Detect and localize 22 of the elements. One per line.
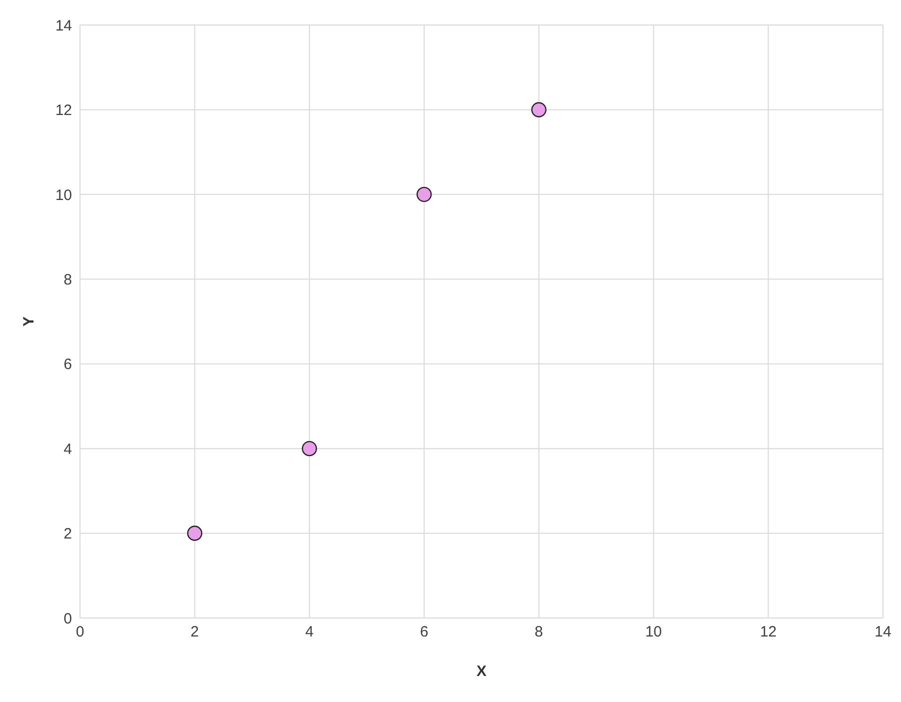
point: [187, 526, 202, 541]
x-tick-label: 8: [534, 624, 544, 641]
x-tick-label: 4: [305, 624, 314, 641]
point: [531, 102, 546, 118]
y-tick-label: 10: [55, 186, 72, 204]
y-tick-label: 14: [55, 17, 72, 34]
x-tick-label: 2: [190, 624, 199, 641]
point: [416, 186, 432, 202]
x-tick-label: 0: [76, 624, 84, 641]
y-tick-label: 8: [64, 271, 72, 288]
x-tick-label: 12: [760, 624, 777, 641]
x-tick-label: 14: [874, 624, 892, 641]
y-tick-label: 0: [64, 610, 72, 628]
y-tick-label: 6: [64, 356, 72, 374]
point: [302, 440, 318, 456]
x-tick-label: 6: [420, 624, 428, 641]
y-tick-label: 2: [64, 526, 72, 543]
y-tick-label: 12: [55, 102, 72, 120]
y-axis-title: Y: [20, 316, 38, 327]
x-tick-label: 10: [645, 624, 662, 641]
y-tick-label: 4: [64, 440, 72, 458]
x-axis-title: X: [476, 663, 487, 680]
